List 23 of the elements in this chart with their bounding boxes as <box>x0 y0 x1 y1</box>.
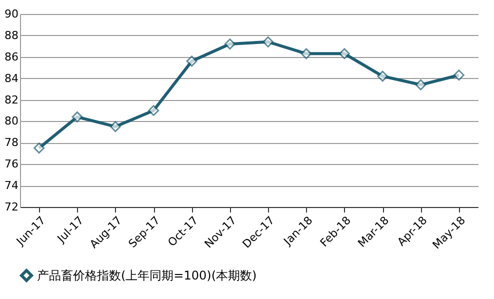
y-tick-label: 90 <box>4 8 18 20</box>
point <box>453 70 464 81</box>
point <box>72 111 83 122</box>
point <box>415 79 426 90</box>
y-tick-label: 82 <box>4 93 18 106</box>
y-tick-label: 80 <box>4 114 18 128</box>
y-tick-label: 86 <box>4 50 18 64</box>
y-tick-label: 72 <box>4 200 18 214</box>
point <box>34 142 45 154</box>
point <box>377 70 388 82</box>
point <box>338 48 350 60</box>
y-tick-label: 78 <box>4 136 18 150</box>
point <box>186 56 198 67</box>
point <box>300 48 312 60</box>
y-tick-label: 84 <box>4 72 18 85</box>
point <box>148 105 160 116</box>
point <box>224 38 236 50</box>
y-tick-label: 88 <box>4 28 18 42</box>
point <box>262 36 274 48</box>
legend-label: 产品畜价格指数(上年同期=100)(本期数) <box>37 268 257 282</box>
y-tick-label: 74 <box>4 179 18 192</box>
point <box>110 121 121 132</box>
y-tick-label: 76 <box>4 158 18 171</box>
